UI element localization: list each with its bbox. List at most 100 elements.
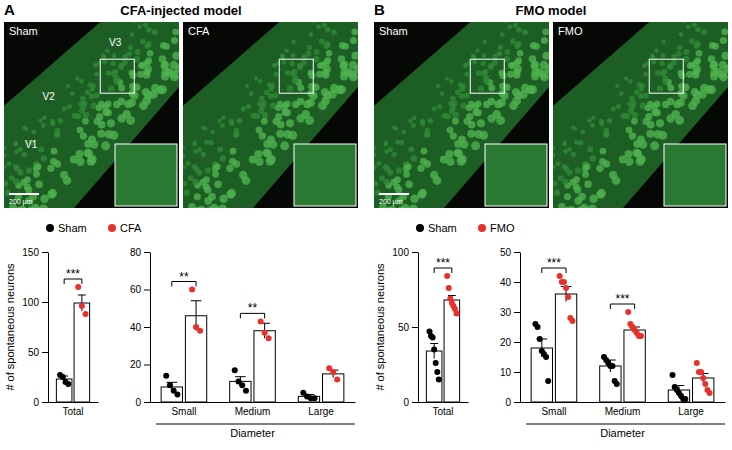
cell-texture xyxy=(661,53,666,58)
data-point xyxy=(258,318,264,324)
cell-texture xyxy=(516,27,521,32)
cell-texture xyxy=(636,157,645,166)
y-tick-label: 30 xyxy=(500,307,512,318)
cell-texture xyxy=(569,179,576,186)
cell-texture xyxy=(268,86,273,91)
bar xyxy=(444,300,460,402)
plot-marks xyxy=(426,273,459,402)
bar xyxy=(74,303,90,402)
cell-texture xyxy=(488,85,495,92)
cell-texture xyxy=(233,132,239,138)
cell-texture xyxy=(580,130,585,135)
bar xyxy=(161,387,182,402)
y-axis-title: # of spontaneous neurons xyxy=(374,263,386,391)
cell-texture xyxy=(275,104,282,111)
micrograph: CFA xyxy=(180,0,362,228)
cell-texture xyxy=(643,72,648,77)
cell-texture xyxy=(510,39,516,45)
x-tick-label: Total xyxy=(432,406,453,417)
cell-texture xyxy=(584,180,592,188)
cell-texture xyxy=(596,190,605,199)
cell-texture xyxy=(437,104,442,109)
cell-texture xyxy=(245,84,249,88)
cell-texture xyxy=(631,118,638,125)
cell-texture xyxy=(411,155,417,161)
y-tick-label: 150 xyxy=(22,247,39,258)
cell-texture xyxy=(185,161,190,166)
y-axis: 01020304050 xyxy=(500,247,521,408)
cell-texture xyxy=(412,116,417,121)
cell-texture xyxy=(661,40,665,44)
legend-label: Sham xyxy=(58,222,87,234)
bar xyxy=(426,351,442,402)
cell-texture xyxy=(264,149,272,157)
cell-texture xyxy=(288,131,297,140)
cell-texture xyxy=(256,127,263,134)
cell-texture xyxy=(306,51,312,57)
data-point xyxy=(82,311,88,317)
cell-texture xyxy=(31,130,36,135)
cell-texture xyxy=(143,68,150,75)
cell-texture xyxy=(498,45,503,50)
cell-texture xyxy=(472,108,479,115)
cell-texture xyxy=(383,142,387,146)
cell-texture xyxy=(529,55,536,62)
x-axis: SmallMediumLarge xyxy=(151,403,356,418)
cell-texture xyxy=(479,131,488,140)
region-label: V1 xyxy=(25,139,38,150)
panel: BFMO modelSham200 μmFMO xyxy=(371,0,732,228)
cell-texture xyxy=(705,85,714,94)
cell-texture xyxy=(471,54,475,58)
tissue-band xyxy=(183,22,358,208)
cell-texture xyxy=(273,92,279,98)
cell-texture xyxy=(541,37,548,44)
cell-texture xyxy=(374,165,377,170)
y-tick: 0 xyxy=(403,397,418,408)
cell-texture xyxy=(464,72,469,77)
cell-texture xyxy=(604,131,610,137)
y-tick: 80 xyxy=(130,247,150,258)
bar xyxy=(185,316,206,402)
y-tick-label: 100 xyxy=(22,297,39,308)
roi-box xyxy=(279,59,313,93)
cell-texture xyxy=(134,56,140,62)
cell-texture xyxy=(624,113,630,119)
cell-texture xyxy=(619,91,624,96)
error-bar-cap xyxy=(166,382,177,383)
y-tick: 30 xyxy=(500,307,520,318)
cell-texture xyxy=(445,77,449,81)
cell-texture xyxy=(540,72,549,81)
cell-texture xyxy=(455,90,460,95)
cell-texture xyxy=(654,100,661,107)
data-point xyxy=(707,390,713,396)
data-point xyxy=(436,377,442,383)
cell-texture xyxy=(708,55,715,62)
cell-texture xyxy=(638,86,643,91)
cell-texture xyxy=(408,146,414,152)
cell-texture xyxy=(392,152,397,157)
data-point xyxy=(446,285,452,291)
cell-texture xyxy=(584,164,591,171)
inset xyxy=(664,144,726,206)
cell-texture xyxy=(401,130,406,135)
x-tick-label: Total xyxy=(62,406,83,417)
cell-texture xyxy=(467,130,475,138)
cell-texture xyxy=(335,85,344,94)
bar xyxy=(668,390,689,402)
cell-texture xyxy=(540,61,548,69)
bar xyxy=(56,379,72,402)
cell-texture xyxy=(281,108,288,115)
y-axis: 050100150 xyxy=(22,247,48,408)
cell-texture xyxy=(63,176,72,185)
cell-texture xyxy=(54,132,60,138)
y-tick-label: 40 xyxy=(500,277,512,288)
bar xyxy=(531,348,552,402)
cell-texture xyxy=(75,113,81,119)
data-point xyxy=(614,381,620,387)
cell-texture xyxy=(574,140,579,145)
y-tick: 50 xyxy=(500,247,520,258)
x-axis-line xyxy=(151,402,356,403)
cell-texture xyxy=(662,69,668,75)
cell-texture xyxy=(94,92,100,98)
data-point xyxy=(543,354,549,360)
